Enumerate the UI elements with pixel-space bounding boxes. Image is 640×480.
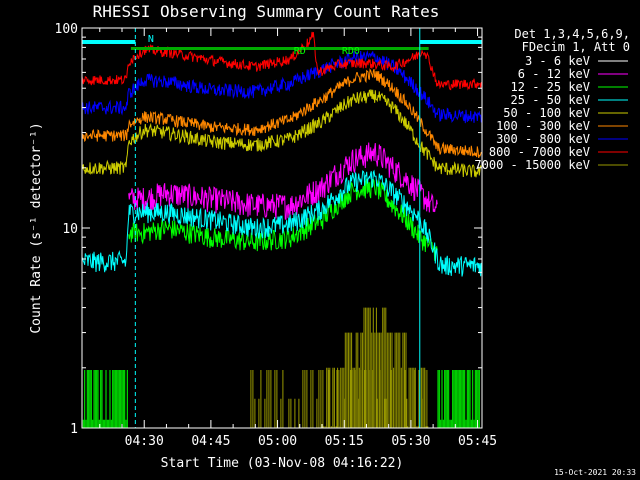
x-axis-ticks: 04:30 04:45 05:00 05:15 05:30 05:45 — [99, 28, 497, 449]
series-line-5 — [81, 68, 482, 159]
annotation-2: RD — [294, 46, 306, 57]
legend-label-0: 3 - 6 keV — [525, 54, 590, 68]
series-5 — [81, 68, 482, 159]
legend-label-3: 25 - 50 keV — [511, 93, 590, 107]
y-tick-label-2: 100 — [55, 22, 78, 37]
flag-bars — [82, 40, 482, 50]
low-count-olive-path — [250, 370, 428, 428]
legend-header-line-2: FDecim 1, Att 0 — [522, 40, 630, 54]
legend-header-line-1: Det 1,3,4,5,6,9, — [514, 27, 630, 41]
legend-label-8: 7000 - 15000 keV — [474, 158, 590, 172]
footer-timestamp: 15-Oct-2021 20:33 — [554, 468, 636, 477]
x-tick-label-2: 05:00 — [258, 434, 297, 449]
x-tick-label-4: 05:30 — [391, 434, 430, 449]
series-line-4 — [81, 89, 482, 178]
series-6 — [81, 50, 482, 124]
series-line-1 — [128, 142, 438, 221]
legend-label-2: 12 - 25 keV — [511, 80, 590, 94]
y-axis-label: Count Rate (s⁻¹ detector⁻¹) — [29, 122, 44, 333]
legend-label-5: 100 - 300 keV — [496, 119, 590, 133]
x-tick-label-5: 05:45 — [458, 434, 497, 449]
annotation-0: N — [148, 34, 154, 45]
series-4 — [81, 89, 482, 178]
legend-label-7: 800 - 7000 keV — [489, 145, 590, 159]
night-flag-bar-0 — [82, 40, 136, 44]
series-line-3 — [81, 169, 482, 277]
low-count-olive-bars — [250, 370, 428, 428]
legend-label-4: 50 - 100 keV — [503, 106, 590, 120]
series-3 — [81, 169, 482, 277]
low-count-green-bars — [82, 370, 480, 428]
series-7 — [81, 31, 482, 91]
low-count-green-path — [82, 370, 480, 428]
y-axis-ticks: 1 10 100 — [55, 22, 482, 437]
legend-label-6: 300 - 800 keV — [496, 132, 590, 146]
night-flag-bar-1 — [419, 40, 482, 44]
x-axis-label: Start Time (03-Nov-08 04:16:22) — [161, 456, 404, 471]
x-tick-label-0: 04:30 — [125, 434, 164, 449]
y-tick-label-1: 10 — [62, 222, 78, 237]
legend: Det 1,3,4,5,6,9, FDecim 1, Att 0 3 - 6 k… — [474, 27, 630, 172]
legend-label-1: 6 - 12 keV — [518, 67, 590, 81]
green-flag-bar-0 — [130, 47, 429, 50]
series-line-7 — [81, 31, 482, 91]
y-tick-label-0: 1 — [70, 422, 78, 437]
x-tick-label-1: 04:45 — [191, 434, 230, 449]
annotations: N RD0 RD — [148, 34, 360, 57]
annotation-1: RD0 — [342, 46, 360, 57]
series-1 — [128, 142, 438, 221]
x-tick-label-3: 05:15 — [325, 434, 364, 449]
chart-title: RHESSI Observing Summary Count Rates — [93, 2, 440, 21]
series-line-6 — [81, 50, 482, 124]
